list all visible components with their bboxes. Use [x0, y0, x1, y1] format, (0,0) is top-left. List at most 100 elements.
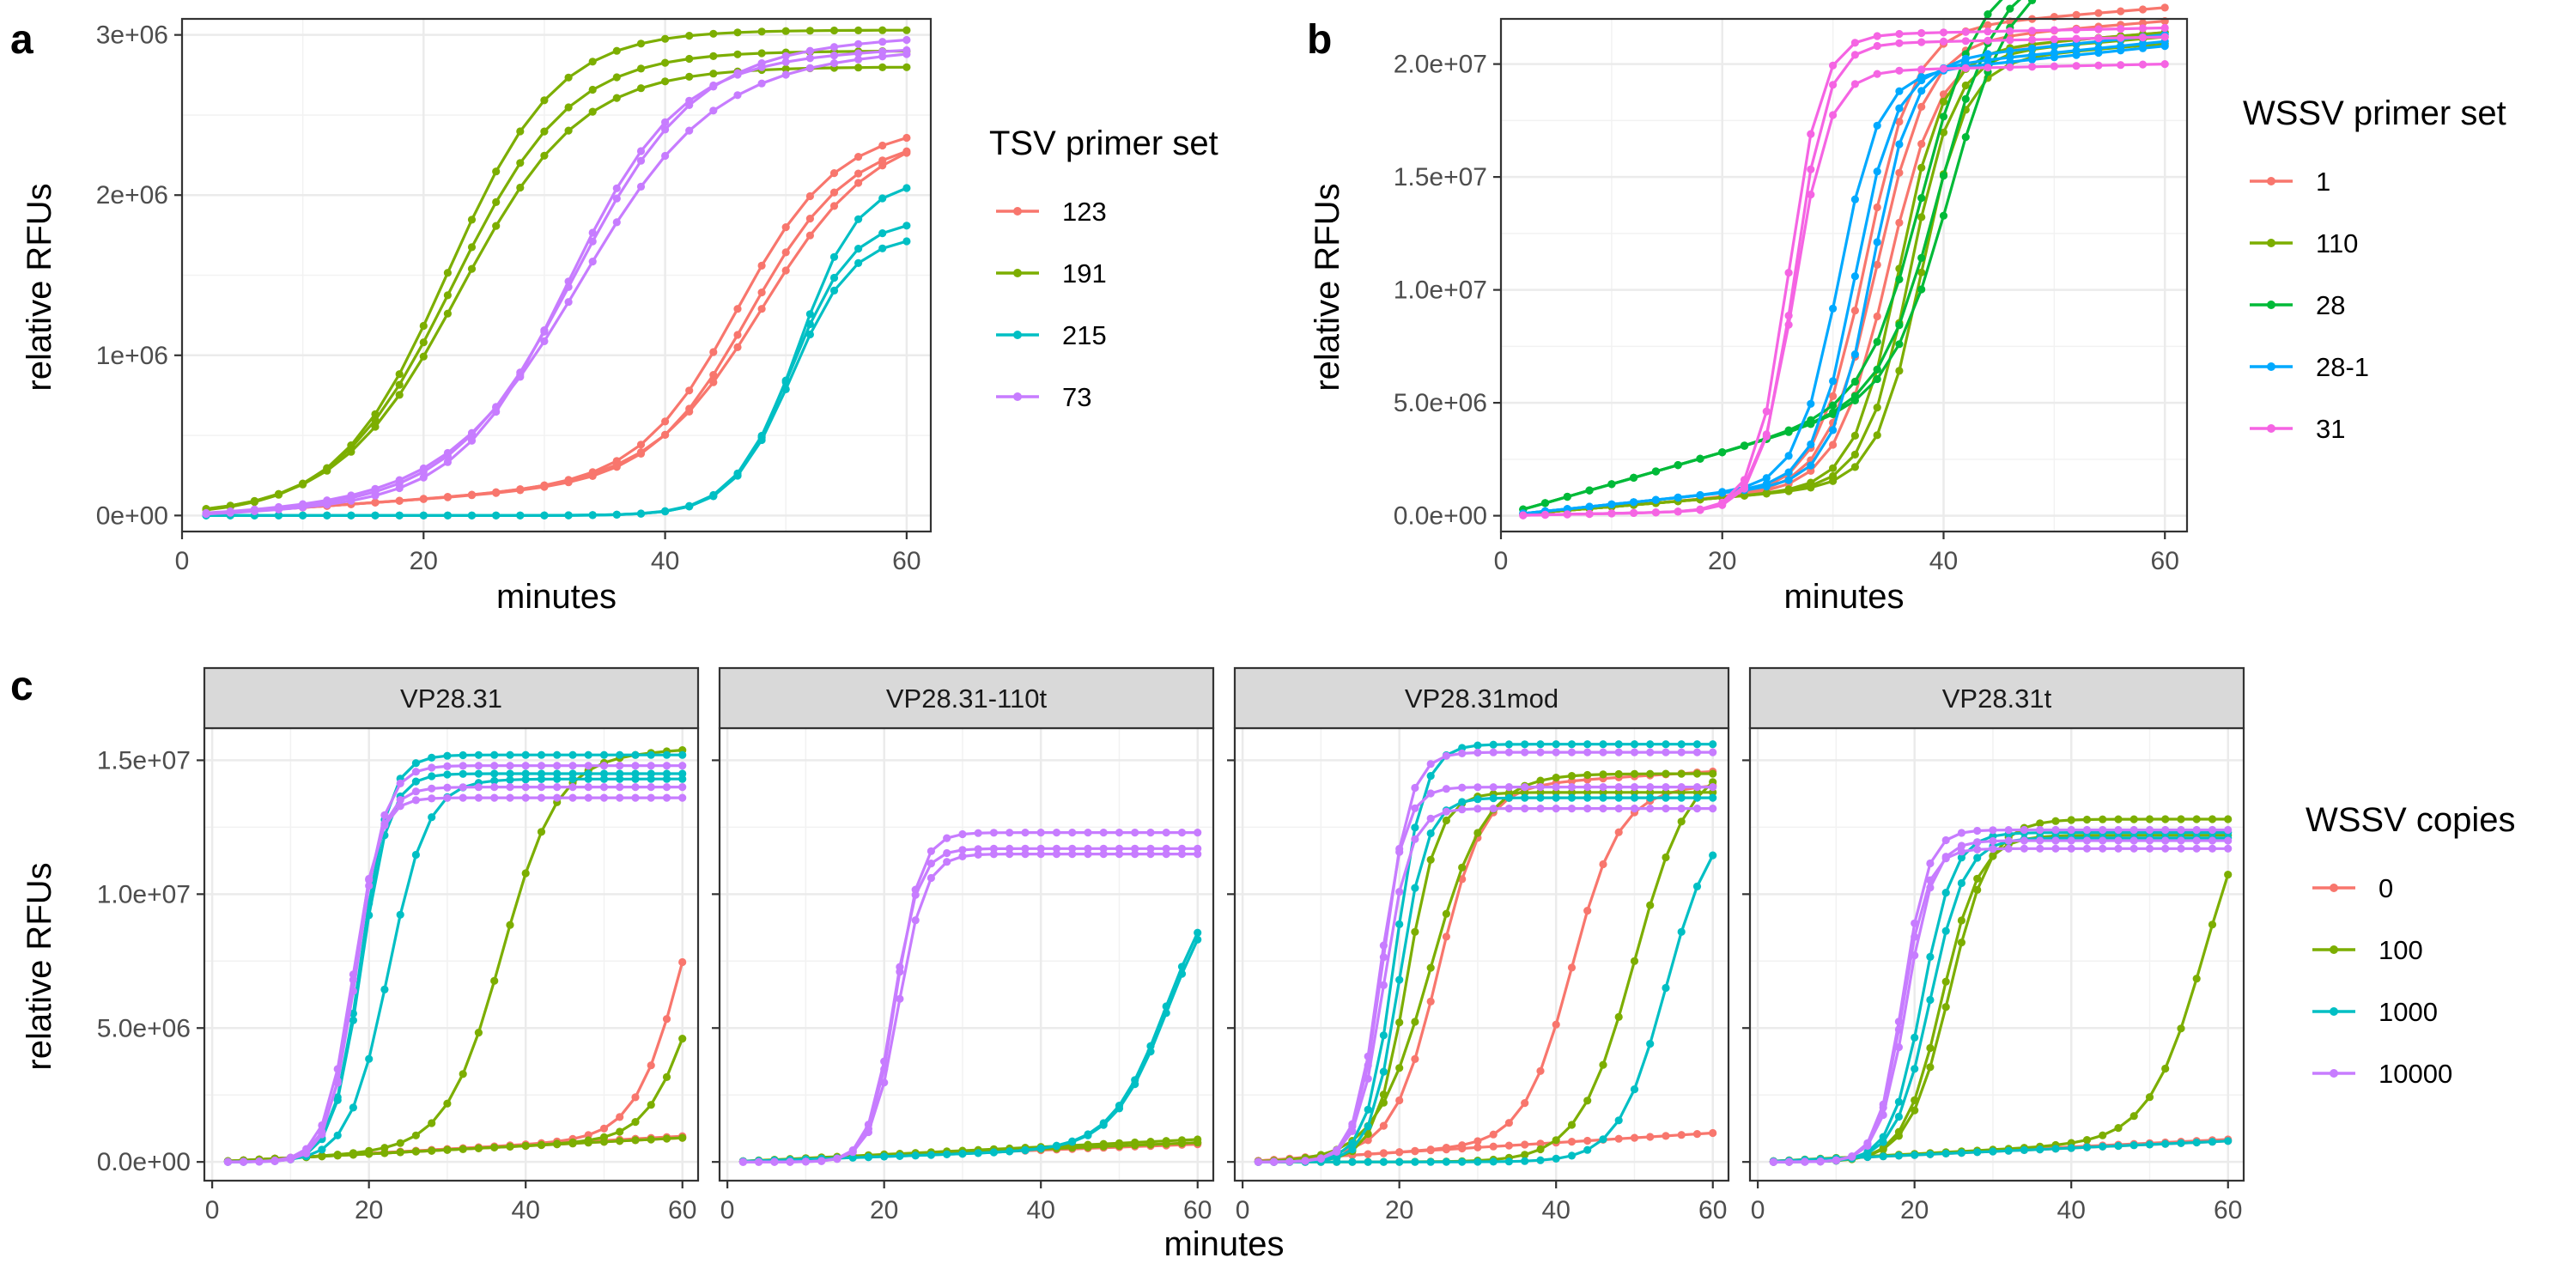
- y-tick-label: 1.0e+07: [1394, 276, 1487, 305]
- data-point: [568, 762, 577, 770]
- data-point: [1630, 957, 1639, 965]
- data-point: [1630, 1085, 1639, 1094]
- data-point: [1599, 805, 1607, 813]
- data-point: [757, 59, 766, 68]
- data-point: [1784, 468, 1793, 477]
- y-axis-title: relative RFUs: [21, 183, 58, 391]
- x-tick-label: 20: [1708, 547, 1736, 575]
- data-point: [757, 305, 766, 313]
- data-point: [1850, 350, 1859, 359]
- data-point: [396, 779, 404, 788]
- data-point: [709, 371, 718, 380]
- data-point: [2094, 44, 2103, 52]
- data-point: [223, 1157, 232, 1166]
- data-point: [1873, 238, 1881, 246]
- series-31: [1519, 23, 2169, 519]
- data-point: [1442, 933, 1450, 941]
- data-point: [1692, 769, 1702, 778]
- data-point: [553, 783, 562, 792]
- data-point: [1536, 740, 1545, 749]
- data-point: [1395, 920, 1404, 928]
- data-point: [1552, 774, 1560, 782]
- x-tick-label: 0: [1494, 547, 1509, 575]
- data-point: [1583, 1136, 1592, 1145]
- data-point: [647, 750, 655, 759]
- data-point: [333, 1096, 342, 1104]
- data-point: [733, 305, 742, 313]
- data-point: [1677, 783, 1686, 792]
- data-point: [1630, 748, 1639, 756]
- data-point: [1957, 841, 1965, 850]
- data-point: [612, 194, 621, 203]
- data-point: [467, 428, 477, 437]
- data-point: [1873, 70, 1881, 78]
- data-point: [1662, 769, 1670, 778]
- data-point: [854, 26, 863, 34]
- data-point: [459, 1145, 467, 1153]
- data-point: [647, 1101, 655, 1109]
- data-point: [878, 161, 887, 170]
- data-point: [411, 1131, 420, 1139]
- data-point: [647, 1135, 655, 1144]
- data-point: [1829, 401, 1838, 410]
- data-point: [474, 769, 483, 778]
- data-point: [647, 775, 655, 783]
- data-point: [896, 994, 904, 1003]
- data-point: [428, 784, 436, 793]
- data-point: [662, 750, 671, 759]
- data-point: [2224, 825, 2233, 835]
- data-point: [662, 762, 671, 770]
- data-point: [2051, 844, 2060, 853]
- data-point: [459, 1070, 467, 1078]
- data-point: [1146, 850, 1155, 859]
- data-point: [1895, 118, 1904, 126]
- data-point: [1489, 1142, 1498, 1151]
- data-point: [1692, 805, 1702, 813]
- data-point: [1696, 491, 1704, 500]
- data-point: [1850, 51, 1859, 59]
- data-point: [1521, 783, 1529, 792]
- x-tick-label: 20: [870, 1196, 898, 1224]
- data-point: [1957, 916, 1965, 925]
- data-point: [1939, 128, 1948, 137]
- data-point: [1489, 748, 1498, 756]
- data-point: [678, 775, 687, 783]
- data-point: [553, 762, 562, 770]
- facet-strip: [1748, 666, 2245, 730]
- data-point: [459, 783, 467, 792]
- data-point: [1630, 783, 1639, 792]
- data-point: [1162, 1009, 1170, 1018]
- data-point: [1021, 1146, 1030, 1155]
- data-point: [1807, 420, 1815, 428]
- data-point: [1473, 1157, 1482, 1166]
- data-point: [349, 1151, 357, 1159]
- data-point: [1599, 793, 1607, 802]
- legend-key: [2250, 239, 2293, 247]
- data-point: [2117, 33, 2125, 42]
- data-point: [1599, 1135, 1607, 1144]
- data-point: [1973, 826, 1982, 835]
- data-point: [250, 496, 258, 506]
- data-point: [537, 783, 546, 792]
- data-point: [1677, 769, 1686, 778]
- data-point: [733, 471, 742, 480]
- data-point: [1873, 260, 1881, 269]
- data-point: [1411, 835, 1419, 843]
- data-point: [829, 202, 839, 210]
- data-point: [516, 485, 525, 494]
- data-point: [323, 511, 331, 519]
- data-point: [733, 343, 742, 351]
- data-point: [854, 64, 863, 72]
- data-point: [2050, 48, 2058, 58]
- data-point: [1131, 829, 1139, 837]
- data-point: [1567, 748, 1577, 756]
- data-point: [1926, 995, 1935, 1005]
- data-point: [989, 1148, 998, 1157]
- data-point: [1829, 426, 1838, 434]
- data-point: [1941, 854, 1950, 863]
- data-point: [1939, 90, 1948, 99]
- legend-key: [996, 392, 1039, 401]
- data-point: [2028, 44, 2037, 52]
- data-point: [584, 775, 592, 783]
- data-point: [1941, 835, 1950, 845]
